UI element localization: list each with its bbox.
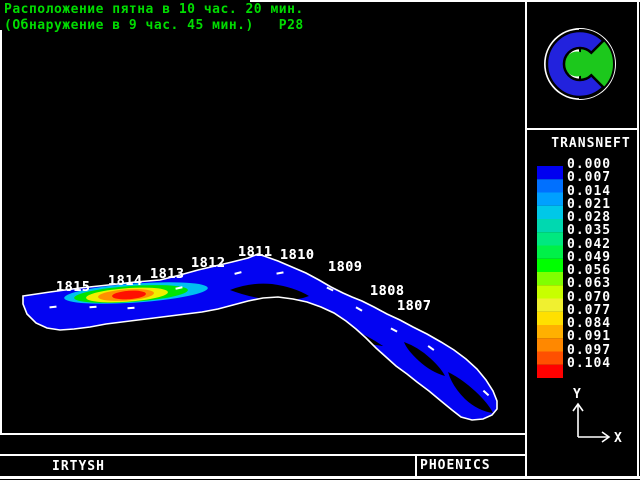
river-island xyxy=(404,342,445,376)
border-logo-box-bottom xyxy=(527,128,637,130)
river-island xyxy=(448,372,493,413)
station-label-1814: 1814 xyxy=(108,273,143,289)
legend-color-cell xyxy=(537,232,563,246)
station-label-1811: 1811 xyxy=(238,244,273,260)
x-axis-arrowhead xyxy=(601,431,611,443)
legend-values: 0.000 0.007 0.014 0.021 0.028 0.035 0.04… xyxy=(567,158,611,370)
border-statusbar-top xyxy=(0,454,527,456)
legend-value: 0.014 xyxy=(567,183,612,199)
legend-color-cell xyxy=(537,166,563,180)
flow-mark xyxy=(175,286,183,290)
y-axis-label: Y xyxy=(573,387,581,402)
station-label-1809: 1809 xyxy=(328,259,363,275)
title-line-1: Расположение пятна в 10 час. 20 мин. xyxy=(4,2,304,17)
flow-mark xyxy=(89,305,97,309)
flow-mark xyxy=(127,306,135,310)
border-bottom xyxy=(0,476,640,479)
flow-mark xyxy=(234,271,242,275)
legend-color-cell xyxy=(537,298,563,312)
border-left xyxy=(0,30,2,434)
statusbar-app-name: PHOENICS xyxy=(420,458,491,473)
legend-value: 0.021 xyxy=(567,196,612,212)
border-legend-right xyxy=(637,0,639,477)
flow-mark xyxy=(355,306,363,312)
legend-value: 0.007 xyxy=(567,170,612,186)
legend-color-cell xyxy=(537,338,563,352)
legend-color-cell xyxy=(537,245,563,259)
station-label-1808: 1808 xyxy=(370,283,405,299)
flow-mark xyxy=(49,305,57,309)
legend-value: 0.049 xyxy=(567,249,612,265)
legend-value: 0.000 xyxy=(567,157,612,172)
river-islands xyxy=(230,283,493,413)
logo-blue-c xyxy=(545,29,606,99)
legend-colorbar xyxy=(537,166,563,378)
flow-mark xyxy=(427,345,435,351)
river-map xyxy=(22,253,498,421)
river-water xyxy=(23,254,497,420)
flow-mark xyxy=(482,389,490,397)
border-plot-bottom xyxy=(0,433,527,435)
station-label-1815: 1815 xyxy=(56,279,91,295)
station-label-1810: 1810 xyxy=(280,247,315,263)
x-axis-label: X xyxy=(614,431,622,445)
legend-color-cell xyxy=(537,285,563,299)
y-axis-arrowhead xyxy=(572,402,584,412)
legend-value: 0.035 xyxy=(567,223,612,239)
legend-color-cell xyxy=(537,364,563,378)
legend-color-cell xyxy=(537,258,563,273)
border-statusbar-divider xyxy=(415,454,417,477)
title-line-2: (Обнаружение в 9 час. 45 мин.) P28 xyxy=(4,18,304,33)
flow-mark xyxy=(390,327,398,333)
legend-value: 0.042 xyxy=(567,236,612,252)
legend-value: 0.084 xyxy=(567,316,612,331)
legend-title: TRANSNEFT xyxy=(551,136,631,151)
river-island xyxy=(230,283,309,301)
legend-color-cell xyxy=(537,179,563,193)
plot-title: Расположение пятна в 10 час. 20 мин. (Об… xyxy=(4,2,304,34)
statusbar-river-name: IRTYSH xyxy=(52,459,105,474)
flow-marks xyxy=(49,271,490,397)
spill-plume xyxy=(64,282,208,304)
axis-indicator: Y X xyxy=(572,387,622,445)
station-label-1813: 1813 xyxy=(150,266,185,282)
phoenics-logo xyxy=(544,28,616,100)
border-legend-left xyxy=(525,0,527,477)
legend-value: 0.063 xyxy=(567,276,612,292)
legend-value: 0.091 xyxy=(567,329,612,345)
legend-color-cell xyxy=(537,325,563,339)
legend-color-cell xyxy=(537,219,563,233)
legend-value: 0.056 xyxy=(567,263,612,278)
flow-mark xyxy=(326,286,334,292)
border-top xyxy=(250,0,640,2)
legend-color-cell xyxy=(537,311,563,326)
legend-value: 0.104 xyxy=(567,355,612,371)
legend-color-cell xyxy=(537,192,563,206)
station-label-1807: 1807 xyxy=(397,298,432,314)
legend-value: 0.028 xyxy=(567,210,612,225)
legend-value: 0.077 xyxy=(567,302,612,318)
flow-mark xyxy=(276,271,284,275)
legend-color-cell xyxy=(537,351,563,365)
station-label-1812: 1812 xyxy=(191,255,226,271)
legend-color-cell xyxy=(537,272,563,286)
river-outline xyxy=(22,253,498,421)
river-island xyxy=(306,314,383,346)
logo-green-center xyxy=(564,51,590,77)
spill-core-red xyxy=(112,290,146,300)
legend-value: 0.070 xyxy=(567,289,612,305)
legend-value: 0.097 xyxy=(567,342,612,358)
legend-color-cell xyxy=(537,205,563,220)
